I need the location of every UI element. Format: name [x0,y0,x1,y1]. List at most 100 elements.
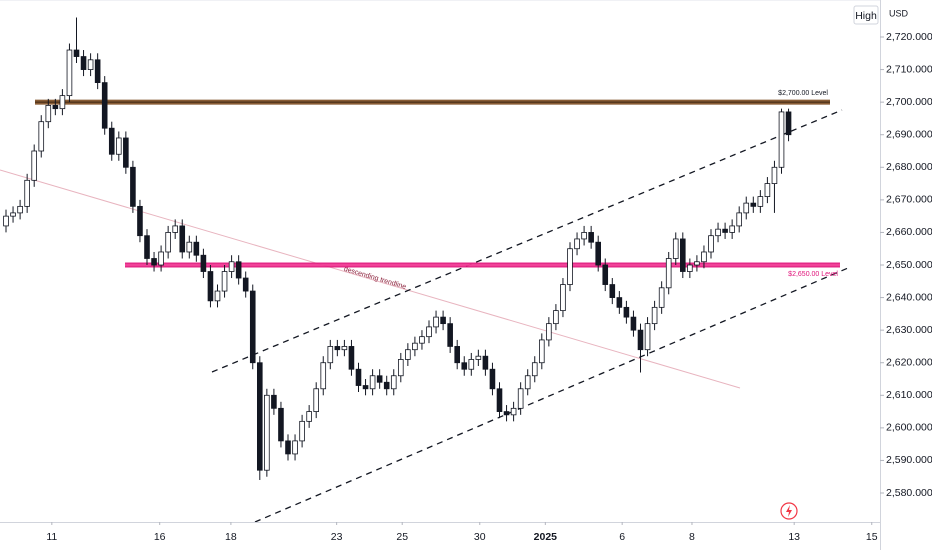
candle-body-up [419,336,425,344]
candle-body-down [595,241,601,266]
candle-body-up [510,407,517,416]
candle-body-up [341,346,348,351]
candle-body-up [546,323,552,341]
candle-body-up [214,290,221,302]
candle-body-up [729,225,735,233]
candle-body-up [433,316,439,328]
candle-body-down [285,440,291,455]
candle-body-down [609,284,616,298]
candle-body-down [722,228,728,233]
candle-body-up [292,440,298,455]
x-tick-label: 30 [474,531,486,543]
candle-body-down [588,232,594,243]
candle-body-up [221,271,228,292]
candle-body-up [397,359,404,377]
candle-body-down [503,411,510,416]
candle-body-up [560,284,566,312]
candle-body-down [278,407,284,442]
candle-body-up [158,251,164,266]
candle-body-down [207,271,214,302]
candle-body-down [137,205,143,237]
candle-body-up [405,349,411,360]
candle-body-up [567,248,573,285]
candle-body-up [665,258,672,289]
candle-body-up [66,49,73,97]
x-tick-label: 6 [619,531,625,543]
candle-body-up [574,238,580,250]
candle-body-down [256,362,263,471]
x-tick-label: 16 [154,531,166,543]
candle-body-down [362,385,369,390]
candle-body-up [651,306,658,325]
candle-body-up [581,232,587,240]
y-tick-label: 2,670.000 [886,194,932,206]
candle-body-up [764,183,771,198]
candle-body-down [623,306,630,318]
candle-body-up [10,212,16,217]
candle-body-down [108,127,115,155]
candle-body-up [313,388,319,412]
candle-body-down [348,346,355,370]
candle-body-down [249,290,256,364]
candle-body-down [80,56,87,70]
candle-body-up [87,59,94,70]
candle-body-up [743,202,750,214]
candle-body-up [553,310,559,325]
candle-body-down [630,316,637,331]
candle-body-down [179,225,186,253]
y-tick-label: 2,630.000 [886,324,932,336]
candle-body-up [757,196,764,207]
candle-body-down [489,368,496,390]
x-tick-label: 23 [331,531,343,543]
candle-body-up [390,375,397,390]
candle-body-up [24,179,30,207]
candle-body-up [736,212,742,227]
x-tick-label: 13 [788,531,800,543]
candle-body-up [701,251,707,263]
candle-body-down [193,241,200,256]
x-tick-label: 11 [46,531,57,543]
candle-body-down [144,235,150,259]
candle-body-up [694,261,700,266]
candle-body-down [334,346,341,351]
high-badge [853,5,879,25]
candle-body-up [31,150,37,181]
candle-body-up [299,420,305,442]
candle-body-up [116,137,122,155]
y-tick-label: 2,590.000 [886,454,932,466]
candle-body-down [616,297,623,308]
x-tick-label: 25 [396,531,408,543]
x-tick-label: 2025 [534,531,558,543]
candle-body-up [672,238,679,259]
y-tick-label: 2,580.000 [886,487,932,499]
candle-body-up [771,166,778,184]
candle-body-up [264,394,270,471]
channel-upper [211,109,843,373]
candle-body-down [496,388,503,412]
y-tick-label: 2,710.000 [886,63,932,75]
candle-body-down [242,277,249,292]
candle-body-down [680,238,686,272]
level-label: $2,650.00 Level [788,271,838,278]
candle-body-up [658,287,665,308]
candle-body-down [130,166,136,207]
candle-body-down [785,111,792,136]
candle-body-down [447,323,453,347]
plot-area: descending trendline $2,700.00 Level$2,6… [0,0,880,522]
candle-body-down [200,254,207,272]
candle-body-up [228,261,235,272]
candle-body-down [355,368,362,386]
candle-body-down [440,316,446,325]
y-tick-label: 2,690.000 [886,128,932,140]
candle-body-up [468,359,475,370]
y-tick-label: 2,610.000 [886,389,932,401]
x-tick-label: 18 [225,531,237,543]
candle-body-up [17,205,23,214]
y-tick-label: 2,600.000 [886,422,932,434]
candle-body-up [369,375,376,390]
news-icon [780,502,798,520]
candle-body-down [101,82,108,129]
candle-body-down [151,258,157,266]
y-tick-label: 2,660.000 [886,226,932,238]
